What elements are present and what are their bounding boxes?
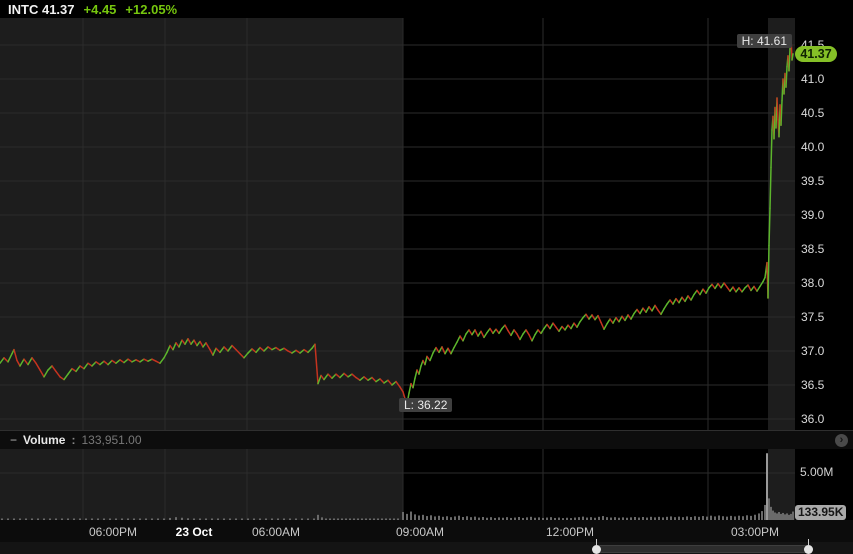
scrollbar-right-pin [808, 539, 809, 545]
price-axis-label: 41.0 [801, 72, 825, 86]
low-annotation: L: 36.22 [399, 398, 453, 412]
collapse-dash-icon[interactable]: − [10, 433, 18, 447]
price-axis-label: 38.0 [801, 276, 825, 290]
price-axis-label: 37.5 [801, 310, 825, 324]
volume-axis-gridline-label: 5.00M [800, 465, 834, 479]
volume-current-badge: 133.95K [795, 505, 847, 520]
volume-colon: : [71, 433, 76, 447]
price-change-percent: +12.05% [125, 1, 178, 17]
price-axis-label: 39.5 [801, 174, 825, 188]
price-axis-label: 36.0 [801, 412, 825, 426]
session-shading [0, 449, 403, 520]
time-axis: 06:00PM 23 Oct 06:00AM 09:00AM 12:00PM 03:00P… [0, 520, 853, 542]
volume-chart-canvas[interactable] [0, 449, 795, 520]
time-axis-label: 23 Oct [175, 525, 213, 539]
session-shading [768, 18, 795, 430]
scrollbar-track[interactable] [593, 545, 813, 553]
volume-bars [1, 453, 794, 520]
session-shading [403, 18, 768, 430]
price-series [0, 36, 794, 405]
volume-label: Volume [23, 433, 66, 447]
time-axis-label: 06:00AM [251, 525, 301, 539]
price-axis-label: 39.0 [801, 208, 825, 222]
session-shading [403, 449, 768, 520]
time-axis-label: 03:00PM [730, 525, 780, 539]
session-shading [0, 18, 403, 430]
time-axis-label: 12:00PM [545, 525, 595, 539]
price-change: +4.45 [83, 1, 117, 17]
volume-chart-pane[interactable]: 5.00M 133.95K [0, 449, 853, 520]
scrollbar-right-handle[interactable] [804, 545, 813, 554]
scrollbar-left-handle[interactable] [592, 545, 601, 554]
scrollbar-left-pin [596, 539, 597, 545]
session-shading [768, 449, 795, 520]
chevron-right-icon[interactable]: › [835, 434, 848, 447]
price-axis-label: 36.5 [801, 378, 825, 392]
quote-header: INTC 41.37 +4.45 +12.05% [0, 0, 853, 18]
price-axis-label: 37.0 [801, 344, 825, 358]
high-annotation: H: 41.61 [736, 34, 792, 48]
time-axis-label: 06:00PM [88, 525, 138, 539]
price-chart-canvas[interactable] [0, 18, 795, 430]
price-chart-pane[interactable]: 41.5 41.0 40.5 40.0 39.5 39.0 38.5 38.0 37.5 37.0… [0, 18, 853, 430]
ticker-symbol: INTC [8, 1, 39, 17]
last-price: 41.37 [41, 1, 75, 17]
range-scrollbar[interactable] [0, 539, 853, 554]
price-axis-label: 40.5 [801, 106, 825, 120]
time-axis-label: 09:00AM [395, 525, 445, 539]
symbol-and-price: INTC 41.37 [8, 2, 75, 17]
volume-value: 133,951.00 [81, 433, 142, 447]
price-axis-label: 40.0 [801, 140, 825, 154]
volume-pane-header: − Volume : 133,951.00 › [0, 430, 853, 449]
last-price-badge: 41.37 [795, 46, 837, 62]
price-axis-label: 38.5 [801, 242, 825, 256]
